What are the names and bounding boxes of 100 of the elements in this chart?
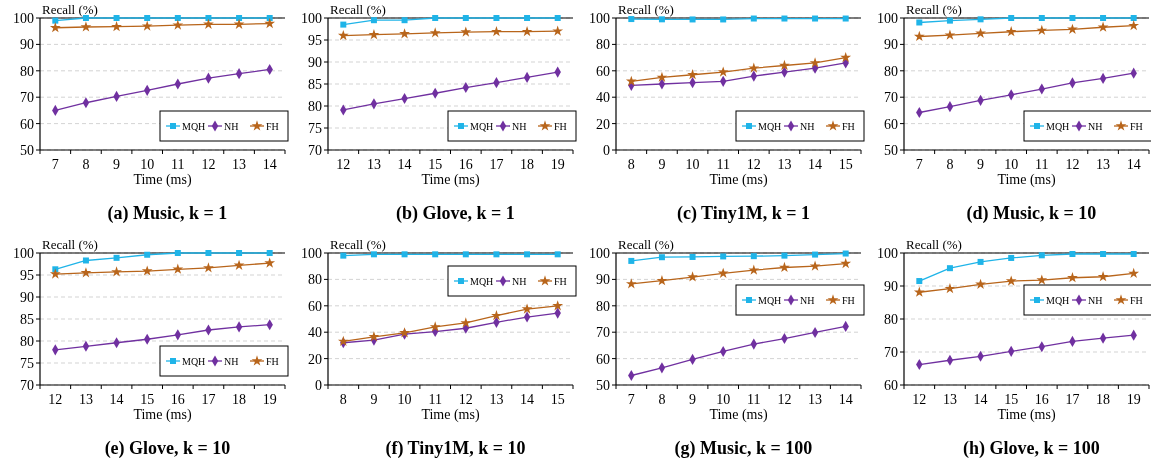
y-tick-label: 60 xyxy=(596,351,610,367)
point xyxy=(491,310,502,321)
text: (b) Glove, k = 1 xyxy=(396,203,515,224)
point xyxy=(944,282,956,294)
x-tick-label: 10 xyxy=(716,392,731,407)
x-axis-title: Time (ms) xyxy=(709,407,768,423)
y-tick-label: 90 xyxy=(308,54,322,70)
point xyxy=(656,275,668,286)
point xyxy=(236,250,243,256)
point xyxy=(429,321,441,332)
point xyxy=(524,251,531,258)
point xyxy=(750,253,757,260)
legend-label: NH xyxy=(800,294,815,306)
x-tick-label: 10 xyxy=(397,392,412,407)
text: (g) Music, k = 100 xyxy=(674,438,813,459)
text: (c) Tiny1M, k = 1 xyxy=(676,203,811,224)
x-tick-label: 18 xyxy=(520,157,535,172)
x-axis-title: Time (ms) xyxy=(421,172,480,188)
point xyxy=(1005,26,1017,37)
legend-label: NH xyxy=(800,120,815,132)
point xyxy=(370,17,377,24)
y-axis-title: Recall (%) xyxy=(906,2,962,17)
x-tick-label: 14 xyxy=(838,392,853,407)
point xyxy=(812,15,819,22)
point xyxy=(432,15,439,21)
point xyxy=(174,15,181,21)
x-tick-label: 12 xyxy=(777,392,792,407)
point xyxy=(913,286,925,297)
point xyxy=(916,19,923,26)
point xyxy=(1128,19,1140,31)
y-tick-label: 60 xyxy=(884,377,898,393)
x-tick-label: 13 xyxy=(808,392,823,407)
point xyxy=(1097,271,1109,282)
y-axis-title: Recall (%) xyxy=(618,2,674,17)
y-tick-label: 90 xyxy=(596,272,610,288)
x-tick-label: 8 xyxy=(946,157,954,172)
x-tick-label: 9 xyxy=(689,392,697,407)
point xyxy=(172,19,184,30)
point xyxy=(49,22,61,33)
y-tick-label: 100 xyxy=(13,245,34,261)
point xyxy=(628,257,635,264)
x-tick-label: 13 xyxy=(232,157,247,172)
point xyxy=(748,264,760,275)
x-tick-label: 12 xyxy=(746,157,761,172)
point xyxy=(779,59,790,71)
y-tick-label: 80 xyxy=(20,63,34,79)
point xyxy=(781,252,788,259)
y-tick-label: 40 xyxy=(596,90,610,106)
x-tick-label: 13 xyxy=(489,392,504,407)
point xyxy=(1005,275,1017,286)
x-tick-label: 9 xyxy=(370,392,378,407)
point xyxy=(113,254,120,261)
legend-label: NH xyxy=(1088,120,1103,132)
y-tick-label: 80 xyxy=(884,311,898,327)
point xyxy=(809,57,821,68)
x-tick-label: 12 xyxy=(1065,157,1080,172)
y-axis-title: Recall (%) xyxy=(42,2,98,17)
legend-label: FH xyxy=(842,294,855,306)
point xyxy=(750,15,757,22)
x-tick-label: 19 xyxy=(550,157,565,172)
point xyxy=(49,268,61,279)
point xyxy=(203,18,214,29)
point xyxy=(493,251,500,258)
point xyxy=(236,15,243,21)
x-tick-label: 13 xyxy=(1096,157,1111,172)
x-axis-title: Time (ms) xyxy=(133,407,192,423)
legend-label: FH xyxy=(554,120,567,132)
y-tick-label: 60 xyxy=(308,298,322,314)
x-axis-title: Time (ms) xyxy=(421,407,480,423)
x-tick-label: 14 xyxy=(808,157,823,172)
x-tick-label: 7 xyxy=(51,157,59,172)
x-tick-label: 13 xyxy=(78,392,93,407)
y-axis-title: Recall (%) xyxy=(42,237,98,252)
x-tick-label: 12 xyxy=(48,392,63,407)
point xyxy=(401,17,408,24)
point xyxy=(141,20,153,31)
point xyxy=(975,27,986,38)
x-tick-label: 7 xyxy=(915,157,923,172)
point xyxy=(80,267,92,278)
x-axis-title: Time (ms) xyxy=(997,172,1056,188)
y-tick-label: 80 xyxy=(308,272,322,288)
legend-label: NH xyxy=(224,355,239,367)
x-tick-label: 14 xyxy=(397,157,412,172)
point xyxy=(460,317,472,328)
point xyxy=(52,17,59,24)
point xyxy=(977,258,984,265)
point xyxy=(625,278,637,289)
point xyxy=(429,27,441,38)
y-tick-label: 100 xyxy=(13,10,34,26)
point xyxy=(552,25,564,36)
x-tick-label: 9 xyxy=(113,157,121,172)
point xyxy=(1038,15,1045,21)
y-tick-label: 100 xyxy=(877,10,898,26)
y-tick-label: 70 xyxy=(884,344,898,360)
x-tick-label: 9 xyxy=(977,157,985,172)
x-tick-label: 18 xyxy=(232,392,247,407)
legend-label: MQH xyxy=(1046,120,1070,132)
point xyxy=(337,29,349,41)
y-tick-label: 95 xyxy=(20,267,34,283)
point xyxy=(1008,15,1015,21)
